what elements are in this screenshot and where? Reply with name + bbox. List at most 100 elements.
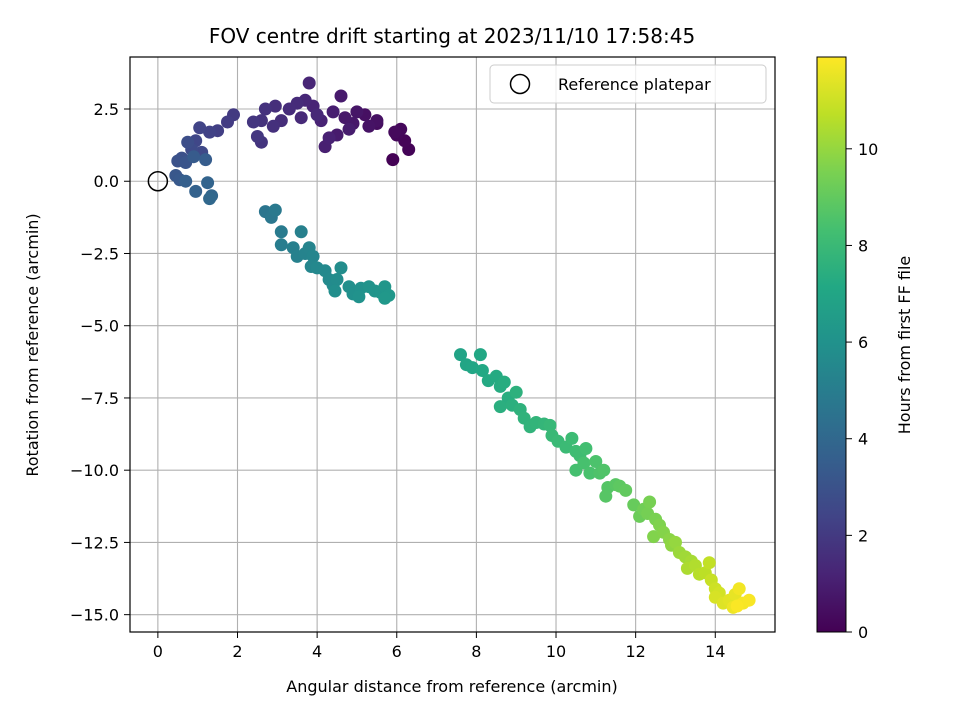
data-point (597, 463, 611, 477)
data-point (497, 375, 511, 389)
y-tick-label: −7.5 (80, 389, 119, 408)
data-point (702, 556, 716, 570)
data-point (258, 102, 272, 116)
data-point (294, 111, 308, 125)
data-point (322, 131, 336, 145)
data-point (454, 348, 467, 362)
x-tick-label: 4 (312, 642, 322, 661)
x-axis-label: Angular distance from reference (arcmin) (286, 677, 617, 696)
data-point (268, 99, 282, 113)
data-point (282, 102, 296, 116)
y-tick-label: −12.5 (70, 533, 119, 552)
data-point (274, 238, 288, 252)
data-point (742, 593, 756, 607)
y-tick-label: 0.0 (94, 172, 119, 191)
colorbar-tick-label: 10 (858, 140, 878, 159)
y-tick-label: −10.0 (70, 461, 119, 480)
data-point (203, 125, 217, 139)
data-point (187, 150, 201, 164)
plot-frame (129, 56, 776, 633)
data-point (302, 76, 316, 90)
legend-reference-marker (509, 73, 531, 95)
data-point (350, 105, 364, 119)
data-point (274, 225, 288, 239)
y-axis: 2.5 0.0 −2.5 −5.0 −7.5 −10.0 −12.5 −15.0 (70, 100, 130, 625)
data-point (330, 273, 344, 286)
colorbar-label: Hours from first FF file (895, 256, 914, 435)
legend-entry-reference-platepar: Reference platepar (558, 75, 711, 94)
data-point (181, 135, 195, 149)
x-axis: 0 2 4 6 8 10 12 14 (153, 632, 725, 661)
data-point (246, 115, 260, 129)
data-point (306, 249, 320, 263)
data-point (250, 130, 264, 143)
colorbar-gradient (816, 56, 847, 633)
data-point (465, 361, 479, 375)
grid (130, 57, 775, 632)
x-tick-label: 10 (546, 642, 566, 661)
data-point (599, 489, 613, 503)
data-point (378, 291, 392, 305)
data-point (338, 111, 352, 125)
data-point (342, 122, 356, 136)
colorbar-tick-label: 4 (858, 430, 868, 449)
data-point (583, 466, 597, 480)
chart-title: FOV centre drift starting at 2023/11/10 … (209, 24, 695, 48)
data-point (326, 105, 340, 119)
data-point (362, 119, 376, 133)
data-point (589, 455, 603, 468)
x-tick-label: 14 (705, 642, 725, 661)
colorbar-tick-label: 8 (858, 236, 868, 255)
data-point (509, 385, 523, 399)
data-point (473, 348, 487, 362)
y-axis-label: Rotation from reference (arcmin) (23, 213, 42, 476)
data-point (193, 121, 207, 135)
data-points (169, 76, 756, 614)
y-tick-label: −5.0 (80, 317, 119, 336)
data-point (334, 89, 348, 103)
data-point (221, 115, 234, 129)
y-tick-label: −2.5 (80, 244, 119, 263)
data-point (334, 261, 348, 275)
y-tick-label: 2.5 (94, 100, 119, 119)
data-point (266, 119, 280, 133)
data-point (627, 498, 641, 512)
colorbar-ticks: 0 2 4 6 8 10 (846, 140, 878, 642)
colorbar-tick-label: 2 (858, 526, 868, 545)
data-point (475, 364, 489, 377)
data-point (669, 535, 682, 549)
x-tick-label: 8 (471, 642, 481, 661)
data-point (189, 184, 203, 198)
data-point (543, 418, 557, 432)
x-tick-label: 6 (392, 642, 402, 661)
data-point (577, 456, 591, 470)
data-point (386, 153, 400, 167)
legend-box (489, 64, 767, 104)
legend: Reference platepar (489, 64, 767, 104)
data-point (647, 530, 661, 544)
data-point (203, 192, 217, 206)
x-tick-label: 0 (153, 642, 163, 661)
data-point (565, 431, 579, 445)
data-point (310, 108, 324, 122)
data-point (328, 284, 342, 298)
reference-platepar-point (147, 170, 169, 192)
data-point (730, 599, 744, 613)
data-point (179, 174, 193, 188)
data-point (352, 290, 366, 304)
y-tick-label: −15.0 (70, 606, 119, 625)
data-point (579, 442, 593, 455)
data-point (294, 225, 308, 239)
data-point (493, 400, 507, 414)
data-point (199, 153, 213, 167)
colorbar-tick-label: 6 (858, 333, 868, 352)
data-point (643, 495, 657, 509)
x-tick-label: 2 (232, 642, 242, 661)
reference-marker (147, 170, 169, 192)
data-point (201, 176, 215, 190)
x-tick-label: 12 (625, 642, 645, 661)
data-point (268, 203, 282, 217)
data-point (732, 582, 746, 596)
data-point (388, 125, 402, 139)
